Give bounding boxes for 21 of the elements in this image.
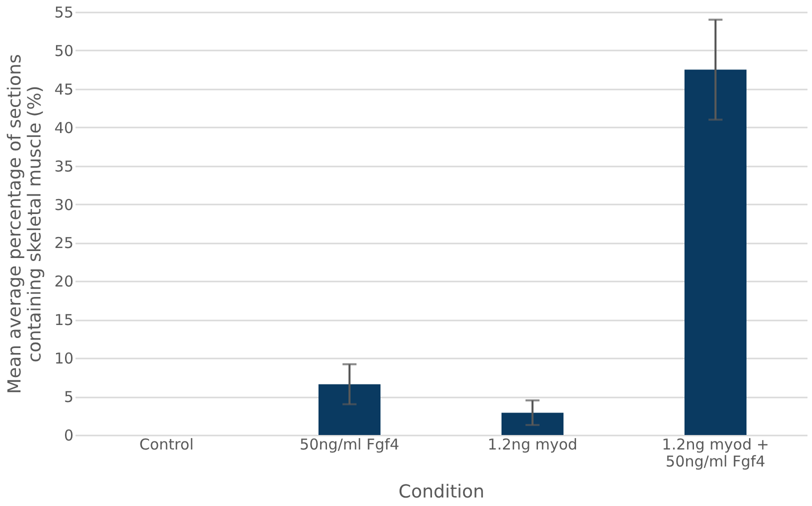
x-tick-label: 50ng/ml Fgf4 [300,436,400,454]
y-tick-label: 25 [54,234,74,252]
bar [502,412,564,435]
x-tick-label: 1.2ng myod [488,436,578,454]
y-tick-label: 35 [54,157,74,176]
y-tick-label: 15 [54,311,74,330]
y-tick-label: 5 [64,388,74,406]
x-tick-label: Control [139,436,194,454]
y-tick-label: 40 [54,118,74,137]
y-axis-title: Mean average percentage of sections containing skeletal muscle (%) [4,54,46,394]
y-tick-label: 30 [54,196,74,214]
y-tick-label: 20 [54,272,74,291]
bar [318,384,380,435]
y-tick-label: 55 [54,4,74,22]
y-tick-label: 0 [64,426,74,444]
y-tick-label: 45 [54,80,74,98]
y-tick-label: 50 [54,42,74,60]
bar [684,70,746,435]
x-tick-label: 1.2ng myod + 50ng/ml Fgf4 [662,436,770,470]
y-tick-label: 10 [54,350,74,368]
x-axis-title: Condition [398,482,484,502]
